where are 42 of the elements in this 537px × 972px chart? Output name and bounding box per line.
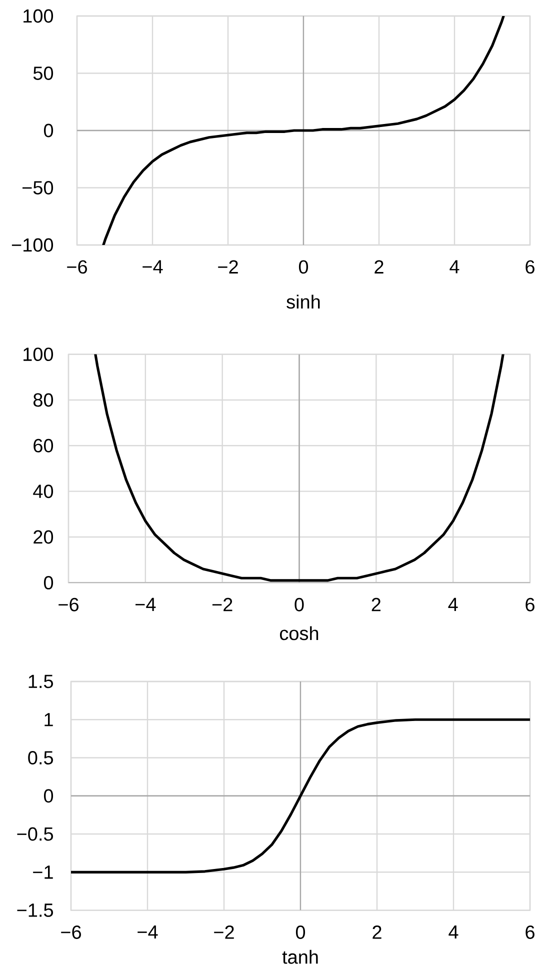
- x-tick-label: −4: [138, 926, 158, 939]
- y-tick-label: 0.5: [28, 751, 54, 764]
- x-axis-title: cosh: [280, 626, 318, 640]
- x-tick-label: −6: [67, 260, 87, 274]
- x-tick-label: 2: [372, 598, 380, 612]
- x-tick-label: −2: [212, 598, 232, 612]
- y-tick-label: 20: [34, 530, 54, 544]
- x-tick-label: −4: [142, 260, 163, 274]
- y-tick-label: 0: [44, 124, 54, 138]
- x-tick-label: 2: [374, 260, 384, 274]
- y-tick-label: 50: [33, 66, 54, 80]
- x-tick-label: 0: [296, 925, 306, 939]
- x-tick-label: 2: [372, 925, 382, 939]
- y-tick-label: 40: [33, 484, 54, 498]
- x-tick-label: −6: [58, 598, 78, 612]
- x-tick-label: 0: [294, 598, 304, 612]
- y-tick-label: 60: [34, 438, 54, 452]
- x-tick-label: −2: [218, 260, 238, 274]
- x-tick-label: 4: [448, 598, 458, 611]
- y-tick-label: 0: [44, 576, 54, 590]
- x-axis-title: sinh: [286, 294, 320, 309]
- y-tick-label: 100: [24, 348, 54, 362]
- y-tick-label: −1: [33, 866, 53, 879]
- y-tick-label: 0: [44, 789, 54, 803]
- x-tick-label: −2: [214, 925, 234, 939]
- x-tick-label: 6: [526, 925, 534, 939]
- x-tick-label: 6: [526, 598, 534, 612]
- x-tick-label: −4: [136, 598, 156, 611]
- y-tick-label: −100: [12, 238, 54, 252]
- y-tick-label: −1.5: [17, 904, 54, 917]
- x-axis-title: tanh: [282, 950, 318, 964]
- x-tick-label: 6: [526, 260, 534, 274]
- x-tick-label: 0: [298, 260, 308, 274]
- y-tick-label: −50: [22, 181, 54, 194]
- x-tick-label: −6: [61, 925, 81, 939]
- y-tick-label: 100: [24, 9, 54, 23]
- y-tick-label: −0.5: [17, 827, 54, 841]
- x-tick-label: 4: [450, 260, 460, 274]
- x-tick-label: 4: [448, 926, 458, 939]
- y-tick-label: 1.5: [28, 674, 54, 688]
- y-tick-label: 1: [44, 713, 53, 726]
- y-tick-label: 80: [33, 393, 54, 407]
